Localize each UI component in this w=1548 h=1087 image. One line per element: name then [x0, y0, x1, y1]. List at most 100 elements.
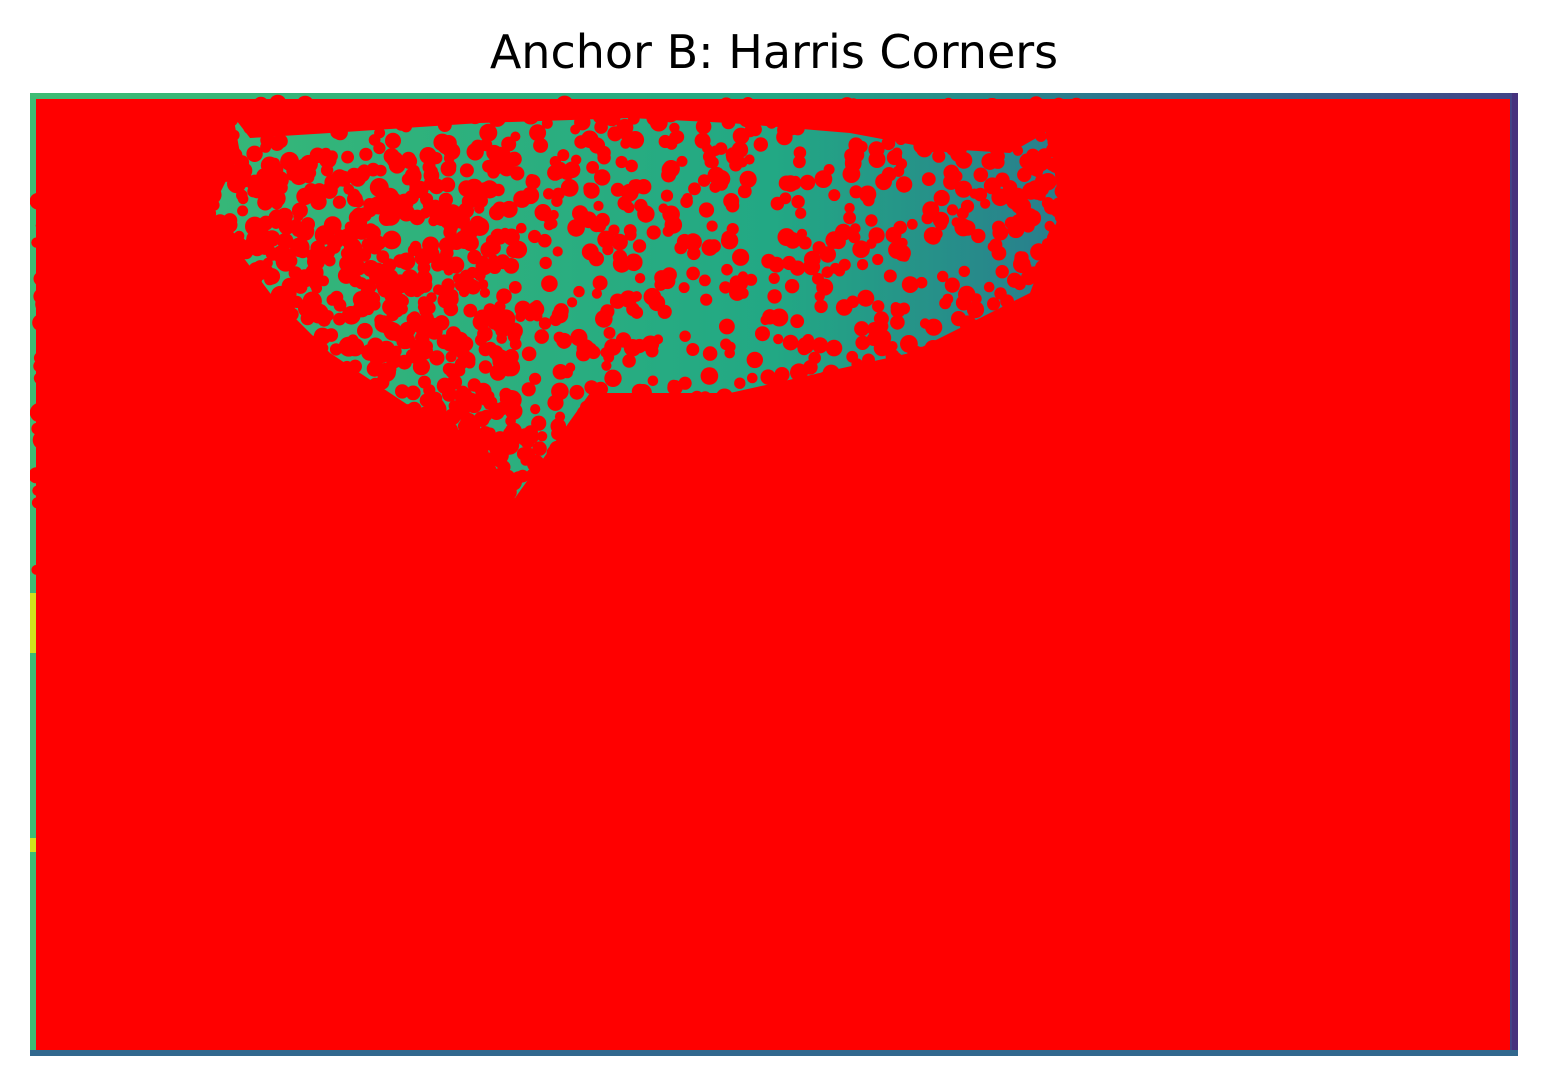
- corner-marker: [219, 147, 233, 162]
- corner-marker: [1074, 332, 1091, 349]
- corner-marker: [273, 539, 285, 551]
- corner-marker: [430, 152, 443, 165]
- corner-marker: [503, 258, 520, 274]
- corner-marker: [872, 253, 884, 266]
- corner-marker: [941, 511, 954, 524]
- corner-marker: [895, 115, 908, 127]
- corner-marker: [603, 326, 616, 339]
- corner-marker: [854, 321, 870, 337]
- corner-marker: [986, 366, 999, 379]
- corner-marker: [608, 224, 620, 236]
- corner-marker: [467, 108, 483, 125]
- corner-marker: [454, 278, 468, 292]
- corner-marker: [89, 168, 109, 189]
- corner-marker: [491, 310, 505, 324]
- corner-marker: [81, 317, 100, 337]
- corner-marker: [647, 375, 659, 387]
- corner-marker: [131, 328, 146, 342]
- corner-marker: [987, 297, 1001, 311]
- corner-marker: [157, 348, 172, 362]
- corner-marker: [385, 132, 401, 149]
- corner-marker: [955, 180, 973, 198]
- corner-marker: [880, 173, 892, 185]
- corner-marker: [669, 130, 683, 145]
- corner-marker: [209, 542, 221, 555]
- corner-marker: [721, 263, 733, 276]
- corner-marker: [516, 428, 534, 446]
- corner-marker: [1004, 311, 1016, 322]
- corner-marker: [983, 281, 995, 293]
- corner-marker: [681, 532, 692, 543]
- corner-marker: [824, 470, 842, 488]
- corner-marker: [325, 428, 345, 448]
- corner-marker: [699, 274, 711, 287]
- corner-marker: [824, 443, 840, 460]
- corner-marker: [963, 336, 976, 349]
- corner-marker: [200, 496, 218, 515]
- corner-marker: [521, 382, 536, 397]
- corner-marker: [971, 228, 986, 244]
- corner-marker: [603, 108, 621, 127]
- corner-marker: [427, 457, 445, 474]
- corner-marker: [243, 123, 254, 134]
- corner-marker: [359, 287, 374, 301]
- corner-marker: [33, 359, 46, 373]
- corner-marker: [956, 383, 969, 396]
- corner-marker: [803, 250, 821, 268]
- corner-marker: [269, 157, 280, 169]
- corner-marker: [1000, 479, 1016, 495]
- corner-marker: [475, 257, 493, 276]
- corner-marker: [81, 511, 92, 522]
- corner-marker: [59, 545, 72, 558]
- corner-marker: [102, 522, 116, 536]
- corner-marker: [758, 393, 774, 409]
- corner-marker: [887, 341, 898, 352]
- corner-marker: [802, 447, 819, 463]
- corner-marker: [140, 148, 158, 166]
- corner-marker: [1083, 370, 1095, 383]
- corner-marker: [798, 236, 812, 250]
- corner-marker: [192, 284, 212, 304]
- corner-marker: [174, 532, 192, 550]
- image-panel: [30, 93, 1518, 1056]
- corner-marker: [895, 461, 907, 473]
- corner-marker: [36, 295, 48, 307]
- corner-marker: [703, 534, 715, 546]
- corner-marker: [418, 539, 430, 550]
- corner-marker: [839, 485, 853, 499]
- corner-marker: [1057, 380, 1072, 395]
- corner-marker: [859, 521, 875, 536]
- corner-marker: [162, 273, 175, 286]
- corner-marker: [505, 429, 521, 446]
- corner-marker: [585, 442, 598, 455]
- corner-marker: [1061, 104, 1079, 123]
- corner-marker: [70, 206, 91, 227]
- corner-marker: [829, 262, 841, 274]
- corner-marker: [815, 489, 832, 507]
- corner-marker: [330, 290, 344, 304]
- corner-marker: [305, 263, 324, 282]
- corner-marker: [1035, 440, 1048, 453]
- corner-marker: [190, 247, 202, 259]
- corner-marker: [450, 464, 461, 475]
- corner-marker: [196, 335, 214, 352]
- corner-marker: [121, 289, 136, 304]
- corner-marker: [237, 193, 249, 205]
- corner-marker: [679, 330, 691, 342]
- figure-title: Anchor B: Harris Corners: [489, 25, 1059, 79]
- corner-marker: [361, 238, 374, 251]
- corner-marker: [265, 397, 283, 415]
- corner-marker: [526, 174, 537, 185]
- corner-marker: [676, 233, 693, 250]
- corner-marker: [950, 146, 966, 162]
- corner-marker: [454, 230, 474, 249]
- corner-marker: [665, 473, 678, 485]
- corner-marker: [51, 359, 66, 374]
- corner-marker: [845, 451, 859, 464]
- corner-marker: [557, 149, 570, 162]
- corner-marker: [40, 331, 55, 346]
- corner-marker: [814, 299, 828, 314]
- corner-marker: [597, 151, 611, 165]
- corner-marker: [282, 497, 299, 514]
- corner-marker: [182, 145, 199, 162]
